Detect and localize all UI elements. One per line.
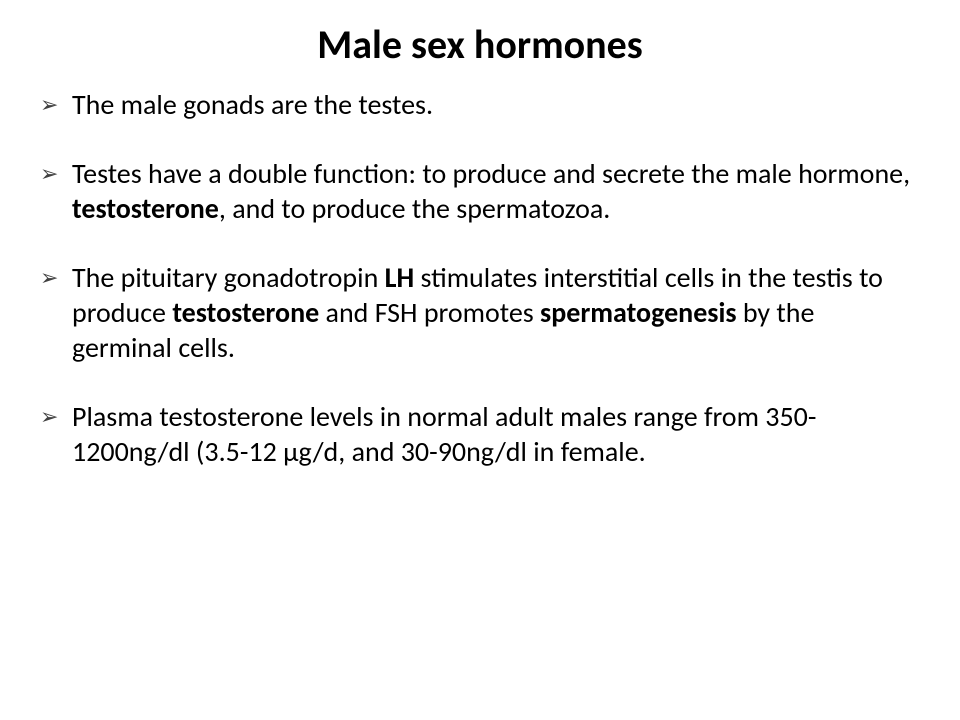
- bullet-list: ➢ The male gonads are the testes. ➢ Test…: [40, 87, 920, 469]
- bullet-item: ➢ Testes have a double function: to prod…: [40, 156, 920, 226]
- chevron-right-icon: ➢: [40, 87, 72, 119]
- bullet-text: Plasma testosterone levels in normal adu…: [72, 399, 920, 469]
- chevron-right-icon: ➢: [40, 399, 72, 431]
- bullet-item: ➢ Plasma testosterone levels in normal a…: [40, 399, 920, 469]
- chevron-right-icon: ➢: [40, 260, 72, 292]
- bullet-text: The male gonads are the testes.: [72, 87, 920, 122]
- bullet-item: ➢ The male gonads are the testes.: [40, 87, 920, 122]
- bullet-item: ➢ The pituitary gonadotropin LH stimulat…: [40, 260, 920, 365]
- chevron-right-icon: ➢: [40, 156, 72, 188]
- bullet-text: Testes have a double function: to produc…: [72, 156, 920, 226]
- bullet-text: The pituitary gonadotropin LH stimulates…: [72, 260, 920, 365]
- slide-title: Male sex hormones: [40, 20, 920, 69]
